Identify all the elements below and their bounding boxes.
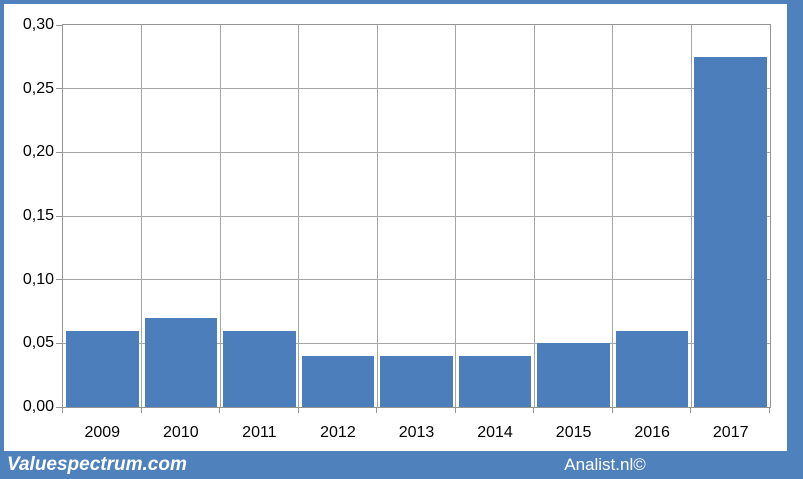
y-tick-mark: [56, 151, 62, 153]
y-gridline: [63, 279, 770, 281]
valuespectrum-brand: Valuespectrum.com: [7, 454, 187, 475]
x-tick-label: 2016: [634, 424, 670, 441]
y-tick-mark: [56, 24, 62, 26]
y-gridline: [63, 151, 770, 153]
y-tick-mark: [56, 406, 62, 408]
x-gridline: [612, 25, 614, 407]
x-gridline: [219, 25, 221, 407]
x-gridline: [141, 25, 143, 407]
bar-2014: [458, 356, 532, 407]
y-tick-mark: [56, 88, 62, 90]
bar-2017: [694, 56, 767, 407]
x-tick-mark: [140, 408, 142, 413]
x-tick-label: 2014: [477, 424, 513, 441]
bar-2013: [380, 356, 453, 407]
analist-brand: Analist.nl©: [564, 455, 646, 474]
x-tick-label: 2017: [712, 424, 749, 441]
x-tick-mark: [611, 408, 613, 413]
y-tick-label: 0,25: [22, 79, 54, 97]
y-gridline: [63, 215, 770, 217]
bar-2015: [537, 343, 610, 407]
y-tick-label: 0,20: [22, 143, 54, 161]
x-gridline: [690, 25, 692, 407]
x-tick-label: 2012: [320, 424, 356, 441]
y-tick-label: 0,30: [22, 16, 54, 33]
x-tick-mark: [690, 408, 692, 413]
bar-2016: [615, 330, 689, 407]
bar-2011: [223, 330, 296, 407]
x-gridline: [298, 25, 300, 407]
y-tick-mark: [56, 342, 62, 344]
x-gridline: [533, 25, 535, 407]
x-tick-mark: [769, 408, 770, 413]
x-gridline: [376, 25, 378, 407]
x-tick-mark: [219, 408, 221, 413]
y-tick-mark: [56, 279, 62, 281]
x-tick-mark: [297, 408, 299, 413]
x-tick-mark: [62, 408, 63, 413]
y-gridline: [63, 342, 770, 344]
footer-bar: Valuespectrum.com Analist.nl©: [0, 451, 803, 479]
x-tick-label: 2010: [163, 424, 199, 441]
y-tick-label: 0,15: [22, 207, 54, 224]
y-tick-mark: [56, 215, 62, 217]
x-tick-label: 2013: [398, 424, 435, 441]
x-gridline: [455, 25, 457, 407]
x-tick-mark: [376, 408, 378, 413]
bar-2009: [66, 330, 139, 407]
x-tick-label: 2011: [242, 424, 277, 441]
x-tick-label: 2009: [84, 424, 121, 441]
y-gridline: [63, 88, 770, 90]
x-tick-mark: [454, 408, 456, 413]
x-tick-label: 2015: [555, 424, 592, 441]
bar-2010: [144, 317, 218, 407]
y-tick-label: 0,10: [22, 270, 54, 288]
y-tick-label: 0,00: [22, 398, 54, 415]
bar-2012: [301, 356, 375, 407]
plot-area: [62, 24, 771, 408]
y-tick-label: 0,05: [22, 334, 54, 352]
x-tick-mark: [533, 408, 535, 413]
